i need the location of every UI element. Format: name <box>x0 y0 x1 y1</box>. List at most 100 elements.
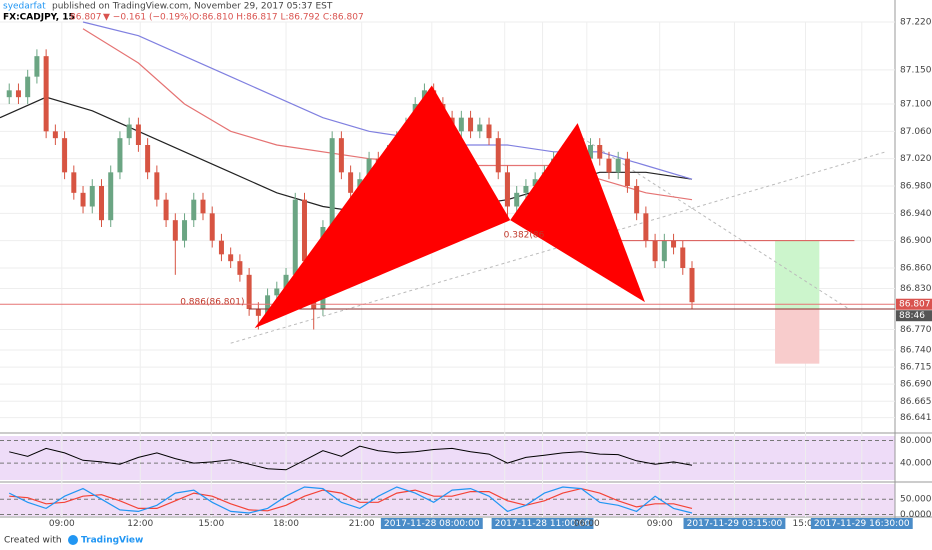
candle-body <box>108 172 114 221</box>
candle-body <box>117 138 123 173</box>
price-badge <box>896 298 932 310</box>
candle-body <box>265 295 271 316</box>
price-badge-label: 86.807 <box>899 300 931 310</box>
y-tick-label: 86.665 <box>900 397 932 407</box>
x-tick-label: 2017-11-28 11:00:00 <box>495 519 591 529</box>
y-tick-label: 86.980 <box>900 182 932 192</box>
x-tick-label: 15:00 <box>198 519 224 529</box>
countdown-badge <box>896 310 932 322</box>
rsi-panel <box>0 436 895 480</box>
candle-body <box>43 56 49 132</box>
y-tick-label: 86.830 <box>900 284 932 294</box>
candle-body <box>671 240 677 248</box>
candle-body <box>163 199 169 221</box>
candle-body <box>274 288 280 296</box>
published: published on TradingView.com, November 2… <box>52 2 333 12</box>
y-tick-label: 86.860 <box>900 264 932 274</box>
candle-body <box>597 145 603 159</box>
candle-body <box>200 199 206 214</box>
stoch-k-line <box>8 486 693 514</box>
candle-body <box>689 268 695 303</box>
y-tick-label: 87.150 <box>900 65 932 75</box>
candle-body <box>301 199 307 262</box>
candle-body <box>80 192 86 207</box>
y-tick-label: 87.220 <box>900 18 932 28</box>
author: syedarfat <box>3 2 46 12</box>
countdown-label: 88:46 <box>899 311 925 321</box>
candle-body <box>246 274 252 309</box>
candle-body <box>218 240 224 255</box>
candle-body <box>366 158 372 180</box>
x-tick-highlight <box>683 518 786 529</box>
stoch-panel <box>0 484 895 516</box>
x-tick-highlight <box>380 518 483 529</box>
y-tick-label: 86.900 <box>900 236 932 246</box>
y-tick-label: 87.020 <box>900 154 932 164</box>
change: ▼ −0.161 (−0.19%) <box>103 13 192 23</box>
candle-body <box>228 254 234 262</box>
candle-body <box>145 145 151 173</box>
candle-body <box>237 261 243 275</box>
candle-body <box>615 158 621 173</box>
y-tick-label: 87.100 <box>900 100 932 110</box>
position-box <box>775 240 820 309</box>
plot: 87.220 87.150 87.100 87.060 87.020 86.980 86.9… <box>0 18 932 529</box>
x-tick-highlight <box>491 518 594 529</box>
y-tick-label: 86.740 <box>900 346 932 356</box>
stoch-tick-label: 0.0000 <box>900 510 932 520</box>
y-tick-label: 86.770 <box>900 325 932 335</box>
candle-body <box>477 124 483 132</box>
candle-body <box>643 213 649 241</box>
stoch-d-line <box>9 487 693 512</box>
candle-body <box>661 240 667 262</box>
y-tick-label: 87.060 <box>900 127 932 137</box>
x-tick-label: 09:00 <box>49 519 75 529</box>
candle-body <box>588 145 594 159</box>
position-box <box>775 309 820 364</box>
candle-body <box>680 247 686 268</box>
candle-body <box>135 124 141 145</box>
candle-body <box>329 138 335 227</box>
candle-body <box>126 124 132 139</box>
y-tick-label: 86.940 <box>900 209 932 219</box>
candle-body <box>523 186 529 193</box>
candle-body <box>98 186 104 221</box>
pattern-label: 0.886(86.801) <box>180 297 244 307</box>
candle-body <box>89 186 95 207</box>
candle-body <box>62 138 68 173</box>
x-tick-label: 21:00 <box>349 519 375 529</box>
candle-body <box>172 220 178 241</box>
candle-body <box>495 138 501 173</box>
y-tick-label: 86.641 <box>900 413 932 423</box>
x-tick-label: 12:00 <box>127 519 153 529</box>
x-tick-label: 2017-11-28 08:00:00 <box>384 519 480 529</box>
candle-body <box>606 158 612 173</box>
candle-body <box>191 199 197 221</box>
x-tick-label: 09:00 <box>647 519 673 529</box>
candle-body <box>338 138 344 173</box>
candle-body <box>71 172 77 193</box>
candle-body <box>52 131 58 139</box>
candle-body <box>154 172 160 200</box>
pattern-label: 0.382(86 <box>504 230 545 240</box>
candle-body <box>486 124 492 139</box>
candle-body <box>348 172 354 193</box>
footer-created: Created with <box>4 536 62 546</box>
candle-body <box>182 220 188 241</box>
candle-body <box>634 186 640 214</box>
rsi-tick-label: 80.0000 <box>900 436 932 446</box>
stoch-tick-label: 50.0000 <box>900 495 932 505</box>
candle-body <box>292 199 298 275</box>
candle-body <box>283 274 289 289</box>
footer-brand[interactable]: TradingView <box>81 536 143 546</box>
rsi-tick-label: 40.0000 <box>900 459 932 469</box>
y-tick-label: 86.715 <box>900 363 932 373</box>
candle-body <box>624 158 630 186</box>
candle-body <box>34 56 40 77</box>
candle-body <box>255 309 261 316</box>
x-tick-label: 2017-11-29 03:15:00 <box>687 519 783 529</box>
candle-body <box>209 213 215 241</box>
symbol: FX:CADJPY, 15 <box>3 13 75 23</box>
logo-icon <box>68 535 78 545</box>
